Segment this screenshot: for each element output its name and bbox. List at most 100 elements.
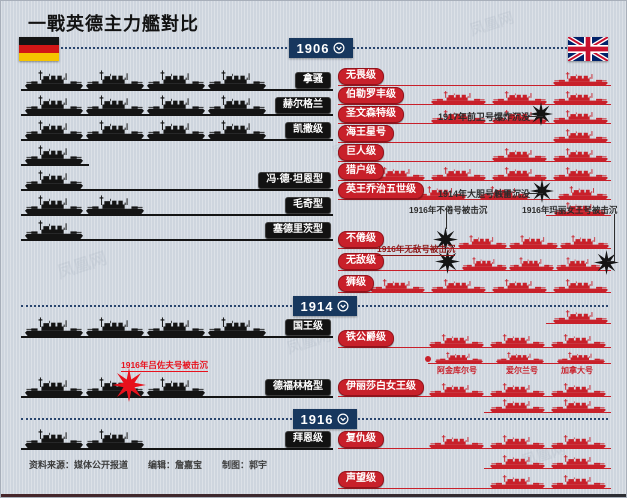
ship-silhouette-icon: [435, 351, 483, 364]
ship-silhouette-icon: [558, 185, 608, 200]
page-title: 一戰英德主力艦對比: [28, 14, 199, 34]
ship-silhouette-icon: [86, 119, 144, 140]
ship-silhouette-icon: [431, 90, 486, 105]
ship-silhouette-icon: [431, 166, 486, 181]
ship-silhouette-icon: [25, 94, 83, 115]
ship-silhouette-icon: [509, 234, 558, 249]
ship-silhouette-icon: [25, 119, 83, 140]
class-label: 圣文森特级: [338, 106, 404, 123]
ship-silhouette-icon: [147, 69, 205, 90]
class-label: 无敌级: [338, 253, 384, 270]
credits-editor: 编辑：詹嘉宝: [148, 460, 203, 470]
ship-silhouette-icon: [147, 119, 205, 140]
uk-flag-icon: [568, 37, 608, 61]
ship-silhouette-icon: [551, 382, 606, 397]
class-label: 声望级: [338, 471, 384, 488]
ship-silhouette-icon: [490, 454, 545, 469]
class-label: 拜恩级: [285, 431, 331, 448]
ship-silhouette-icon: [208, 316, 266, 337]
annotation-connector-line: [607, 261, 615, 262]
loss-annotation: 1916年无敌号被击沉: [377, 244, 456, 256]
ship-silhouette-icon: [553, 278, 608, 293]
ship-silhouette-icon: [490, 474, 545, 489]
ship-silhouette-icon: [490, 434, 545, 449]
class-label: 赫尔格兰: [275, 97, 331, 114]
ship-silhouette-icon: [551, 333, 606, 348]
class-label: 冯·德·坦恩型: [258, 172, 331, 189]
fleet-row-line: [21, 239, 333, 241]
class-label: 凯撒级: [285, 122, 331, 139]
year-badge-1916[interactable]: 1916: [293, 409, 357, 429]
annotation-connector-line: [446, 214, 447, 229]
ship-silhouette-icon: [560, 234, 609, 249]
fleet-row-line: [338, 85, 611, 86]
ship-silhouette-icon: [86, 194, 144, 215]
year-badge-label: 1906: [296, 40, 330, 56]
ship-silhouette-icon: [208, 94, 266, 115]
watermark: 凤凰网: [467, 9, 516, 40]
fleet-row-line: [484, 412, 611, 413]
ship-silhouette-icon: [557, 351, 605, 364]
ship-silhouette-icon: [492, 147, 547, 162]
fleet-row-line: [484, 468, 611, 469]
bullet-dot: [425, 356, 431, 362]
class-label: 拿骚: [295, 72, 331, 89]
fleet-row-line: [338, 199, 611, 200]
fleet-row-line: [338, 142, 611, 143]
loss-annotation: 1916年不倦号被击沉: [409, 205, 488, 215]
fleet-row-line: [21, 114, 333, 116]
ship-silhouette-icon: [208, 69, 266, 90]
annotation-connector-line: [614, 214, 615, 262]
ship-silhouette-icon: [86, 94, 144, 115]
fleet-row-line: [21, 89, 333, 91]
fleet-row-line: [21, 214, 333, 216]
year-badge-1914[interactable]: 1914: [293, 296, 357, 316]
class-label: 不倦级: [338, 231, 384, 248]
explosion-sunk-icon: [112, 368, 146, 402]
fleet-row-line: [21, 189, 333, 191]
ship-silhouette-icon: [553, 71, 608, 86]
fleet-row-line: [21, 164, 89, 166]
loss-annotation: 1914年大胆号触雷沉没: [438, 189, 531, 199]
ship-silhouette-icon: [553, 128, 608, 143]
class-label: 狮级: [338, 275, 374, 292]
ship-silhouette-icon: [492, 278, 547, 293]
fleet-row-line: [21, 139, 333, 141]
chevron-down-icon: [333, 42, 345, 54]
year-badge-1906[interactable]: 1906: [289, 38, 353, 58]
ship-silhouette-icon: [553, 90, 608, 105]
year-badge-label: 1916: [300, 411, 334, 427]
class-label: 猎户级: [338, 163, 384, 180]
ship-silhouette-icon: [490, 398, 545, 413]
ship-silhouette-icon: [25, 144, 83, 165]
ship-silhouette-icon: [208, 119, 266, 140]
chevron-down-icon: [337, 413, 349, 425]
ship-silhouette-icon: [496, 351, 544, 364]
ship-silhouette-icon: [147, 94, 205, 115]
class-label: 德福林格型: [265, 379, 331, 396]
fleet-row-line: [21, 448, 333, 450]
class-label: 铁公爵级: [338, 330, 394, 347]
credits-artist: 制图：郭宇: [222, 460, 268, 470]
fleet-row-line: [338, 488, 611, 489]
ship-silhouette-icon: [462, 256, 507, 271]
loss-annotation: 1916年吕佐夫号被击沉: [121, 360, 208, 372]
ship-silhouette-icon: [25, 376, 83, 397]
german-flag-icon: [19, 37, 59, 61]
fleet-row-line: [21, 396, 333, 398]
ship-silhouette-icon: [553, 166, 608, 181]
class-label: 海王星号: [338, 125, 394, 142]
ship-silhouette-icon: [429, 333, 484, 348]
explosion-sunk-icon: [530, 179, 554, 203]
annotation-connector-line: [525, 116, 543, 117]
ship-silhouette-icon: [147, 316, 205, 337]
class-label: 塞德里茨型: [265, 222, 331, 239]
ship-silhouette-icon: [551, 398, 606, 413]
ship-silhouette-icon: [431, 278, 486, 293]
ship-silhouette-icon: [509, 256, 554, 271]
watermark: 凤凰网: [54, 248, 110, 283]
ship-silhouette-icon: [25, 194, 83, 215]
ship-silhouette-icon: [490, 382, 545, 397]
ship-silhouette-icon: [458, 234, 507, 249]
class-label: 毛奇型: [285, 197, 331, 214]
